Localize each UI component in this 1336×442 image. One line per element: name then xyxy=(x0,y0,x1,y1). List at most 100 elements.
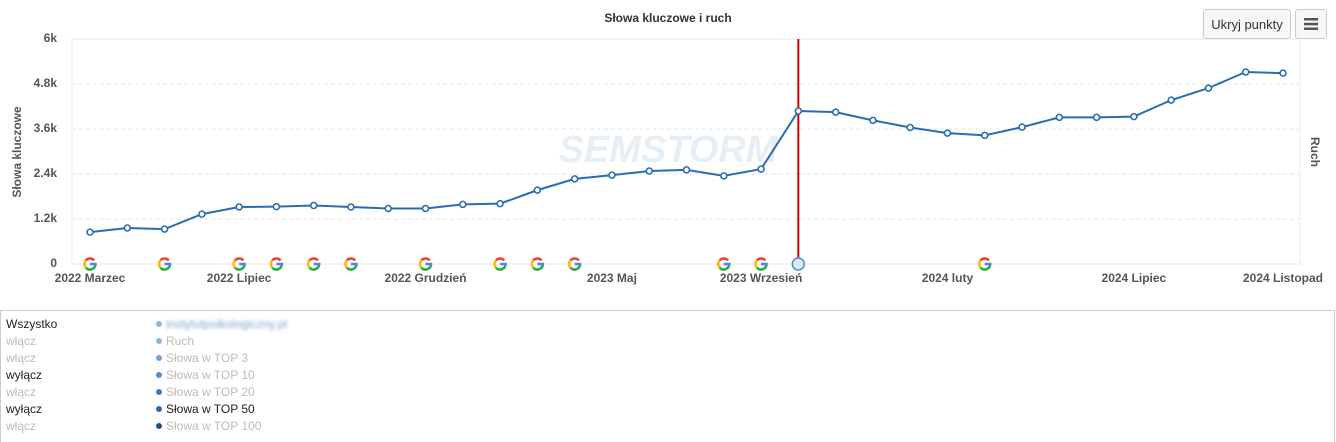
point xyxy=(1018,123,1026,131)
point xyxy=(980,131,989,140)
toggle-link[interactable]: włącz xyxy=(6,350,37,365)
legend-row: włącz Ruch xyxy=(6,332,194,349)
point xyxy=(309,201,318,210)
legend-label[interactable]: Słowa w TOP 50 xyxy=(166,401,255,416)
icon-arc xyxy=(84,264,97,271)
legend-dot xyxy=(156,422,162,429)
icon-arc xyxy=(418,259,423,269)
toggle-link[interactable]: wyłącz xyxy=(6,401,43,416)
icon-arc xyxy=(345,257,357,262)
point xyxy=(496,199,504,208)
icon-arc xyxy=(979,264,992,271)
point xyxy=(719,172,728,180)
icon-bar xyxy=(761,262,768,266)
legend-label[interactable]: instytutpsikologiczny.pl xyxy=(166,316,288,331)
google-update-icon xyxy=(717,257,731,271)
point xyxy=(533,186,542,194)
point xyxy=(943,129,952,137)
icon-bar xyxy=(350,262,358,266)
hide-points-button[interactable]: Ukryj punkty xyxy=(1203,9,1291,39)
toggle-link[interactable]: włącz xyxy=(6,384,37,399)
legend-row: wyłącz Słowa w TOP 50 xyxy=(6,400,255,417)
point xyxy=(384,204,393,213)
icon-arc xyxy=(159,257,170,262)
legend-row: włącz Słowa w TOP 20 xyxy=(6,383,255,400)
menu-button[interactable] xyxy=(1295,9,1327,39)
icon-arc xyxy=(979,257,990,262)
icon-arc xyxy=(532,264,545,271)
icon-arc xyxy=(718,264,731,271)
google-update-icon xyxy=(493,257,507,271)
icon-bar xyxy=(984,262,992,266)
icon-arc xyxy=(495,257,506,262)
toggle-link[interactable]: Wszystko xyxy=(6,316,58,331)
legend-label[interactable]: Słowa w TOP 20 xyxy=(166,384,255,399)
icon-arc xyxy=(532,257,543,262)
legend-dot xyxy=(156,320,162,327)
google-update-icon xyxy=(754,257,768,271)
google-update-icon xyxy=(232,257,246,271)
google-update-icon xyxy=(157,257,172,271)
point xyxy=(757,165,765,173)
icon-arc xyxy=(269,259,274,269)
icon-arc xyxy=(306,259,311,269)
icon-arc xyxy=(756,257,767,262)
x-tick-label: 2022 Grudzień xyxy=(385,271,467,285)
x-tick-label: 2024 Lipiec xyxy=(1102,271,1167,285)
point xyxy=(86,228,94,236)
point xyxy=(421,204,430,213)
icon-bar xyxy=(500,262,507,266)
icon-arc xyxy=(234,264,246,271)
point xyxy=(235,203,243,211)
icon-bar xyxy=(574,262,582,266)
y-tick-label: 1.2k xyxy=(34,211,58,225)
legend-label[interactable]: Ruch xyxy=(166,333,195,348)
legend-dot xyxy=(156,354,162,361)
point xyxy=(1055,113,1064,122)
x-tick-label: 2022 Lipiec xyxy=(207,271,272,285)
icon-bar xyxy=(537,262,545,266)
menu-icon xyxy=(1304,18,1318,30)
legend-label[interactable]: Słowa w TOP 3 xyxy=(166,350,249,365)
toggle-link[interactable]: włącz xyxy=(6,418,37,433)
legend-label[interactable]: Słowa w TOP 10 xyxy=(166,367,255,382)
icon-bar xyxy=(723,262,731,266)
legend-row: włącz Słowa w TOP 100 xyxy=(6,417,261,434)
icon-arc xyxy=(232,259,237,269)
legend-dot xyxy=(156,405,162,412)
icon-arc xyxy=(344,259,349,269)
icon-bar xyxy=(239,262,246,266)
legend-row: włącz Słowa w TOP 3 xyxy=(6,349,248,366)
x-tick-label: 2024 luty xyxy=(922,271,974,285)
x-tick-label: 2023 Wrzesień xyxy=(720,271,803,285)
google-update-icon xyxy=(83,257,97,271)
google-update-icon xyxy=(978,257,992,271)
icon-arc xyxy=(345,264,358,271)
chart-title: Słowa kluczowe i ruch xyxy=(604,11,731,25)
toggle-link[interactable]: wyłącz xyxy=(6,367,43,382)
point xyxy=(160,225,169,233)
point xyxy=(682,166,691,174)
icon-bar xyxy=(313,262,321,266)
icon-arc xyxy=(567,259,572,269)
point xyxy=(831,108,840,116)
x-tick-label: 2024 Listopad xyxy=(1243,271,1323,285)
point xyxy=(906,123,914,132)
point xyxy=(459,200,467,209)
icon-arc xyxy=(495,264,507,271)
point xyxy=(1092,113,1101,122)
semstorm-icon xyxy=(791,257,806,271)
icon-arc xyxy=(978,259,982,269)
x-tick-label: 2022 Marzec xyxy=(55,271,126,285)
icon-arc xyxy=(569,264,582,271)
icon-bar xyxy=(425,262,433,266)
icon-arc xyxy=(308,264,321,271)
y-tick-label: 2.4k xyxy=(34,166,58,180)
y2-axis-label: Ruch xyxy=(1308,137,1322,167)
toggle-link[interactable]: włącz xyxy=(6,333,37,348)
legend-dot xyxy=(156,371,162,378)
legend-label[interactable]: Słowa w TOP 100 xyxy=(166,418,262,433)
point xyxy=(272,202,281,211)
point xyxy=(570,175,579,183)
